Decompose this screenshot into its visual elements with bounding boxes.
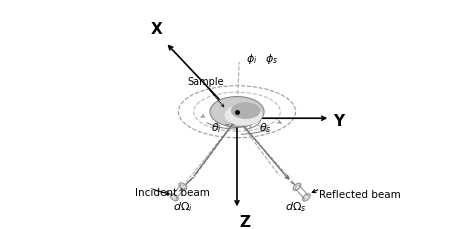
Text: $d\Omega_i$: $d\Omega_i$ <box>173 199 193 213</box>
Text: $d\Omega_s$: $d\Omega_s$ <box>285 199 306 213</box>
Text: $\theta_s$: $\theta_s$ <box>259 120 272 134</box>
Text: Z: Z <box>239 214 250 229</box>
Ellipse shape <box>231 103 261 120</box>
Ellipse shape <box>210 97 264 127</box>
Text: $\phi_i$: $\phi_i$ <box>246 51 258 65</box>
Text: Reflected beam: Reflected beam <box>319 189 401 199</box>
Text: Sample: Sample <box>187 76 224 86</box>
Text: $\theta_i$: $\theta_i$ <box>211 120 222 134</box>
Ellipse shape <box>170 194 178 201</box>
Ellipse shape <box>302 194 310 201</box>
Ellipse shape <box>179 183 187 190</box>
Text: Incident beam: Incident beam <box>135 187 210 197</box>
Text: $\phi_s$: $\phi_s$ <box>265 51 278 65</box>
Text: X: X <box>150 22 162 37</box>
Ellipse shape <box>225 105 263 126</box>
Text: Y: Y <box>334 113 345 128</box>
Ellipse shape <box>293 183 301 191</box>
